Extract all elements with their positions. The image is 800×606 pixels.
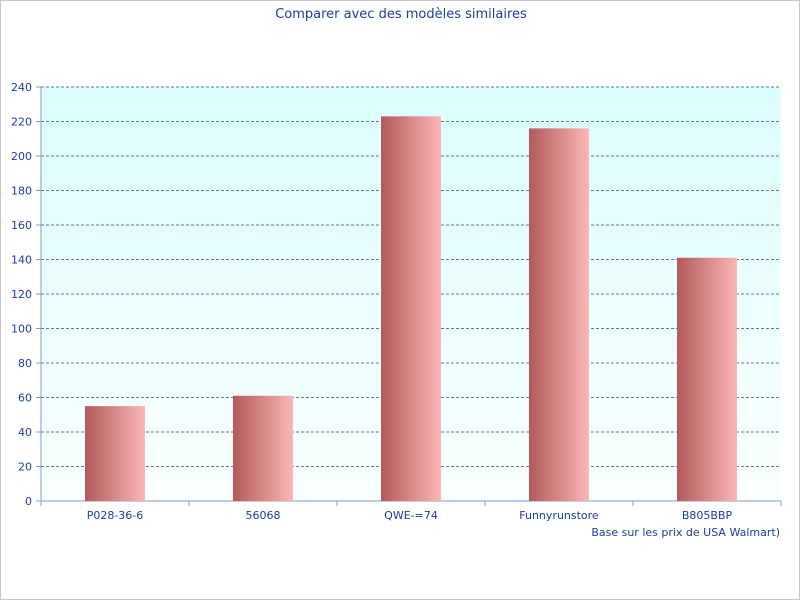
- y-tick-label: 60: [18, 392, 32, 405]
- bar: [529, 128, 589, 501]
- y-tick-label: 40: [18, 426, 32, 439]
- x-tick-label: QWE-=74: [384, 509, 438, 522]
- y-tick-label: 100: [11, 323, 32, 336]
- x-tick-label: B805BBP: [682, 509, 733, 522]
- y-tick-label: 0: [25, 495, 32, 508]
- y-tick-label: 200: [11, 150, 32, 163]
- bar: [233, 395, 293, 501]
- y-tick-label: 120: [11, 288, 32, 301]
- y-tick-label: 240: [11, 81, 32, 94]
- y-tick-label: 180: [11, 185, 32, 198]
- x-tick-label: Funnyrunstore: [519, 509, 599, 522]
- y-tick-label: 140: [11, 254, 32, 267]
- bar: [85, 406, 145, 501]
- y-tick-label: 80: [18, 357, 32, 370]
- x-tick-label: 56068: [246, 509, 281, 522]
- y-tick-label: 20: [18, 461, 32, 474]
- y-tick-label: 220: [11, 116, 32, 129]
- bar: [677, 257, 737, 501]
- chart-title: Comparer avec des modèles similaires: [275, 7, 527, 22]
- bar: [381, 116, 441, 501]
- y-tick-label: 160: [11, 219, 32, 232]
- x-tick-label: P028-36-6: [87, 509, 144, 522]
- x-axis-label: Base sur les prix de USA Walmart): [591, 526, 780, 539]
